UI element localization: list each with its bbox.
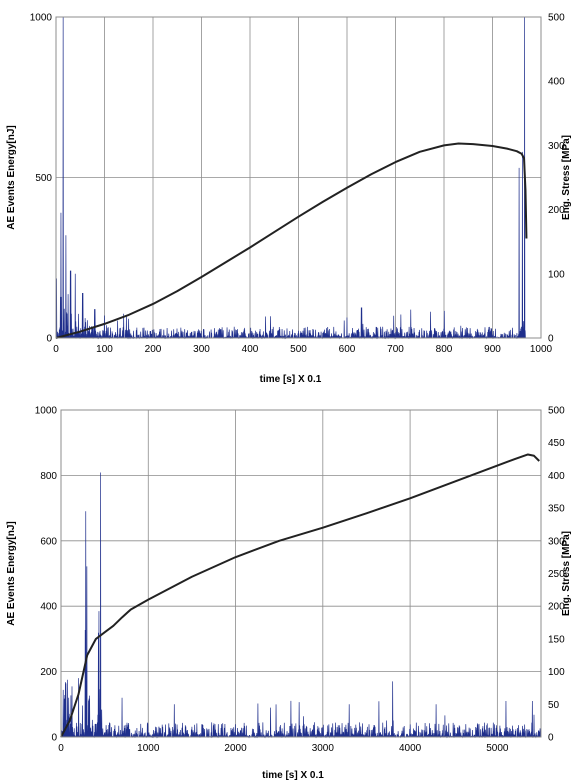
y-tick-label-right: 500: [548, 13, 565, 24]
plot-frame: [60, 409, 542, 738]
x-tick-label: 300: [193, 344, 210, 355]
x-tick-label: 500: [290, 344, 307, 355]
y-tick-label-right: 0: [548, 334, 554, 345]
y-tick-label-right: 50: [548, 700, 560, 711]
x-tick-label: 1000: [530, 344, 553, 355]
x-axis-label: time [s] X 0.1: [262, 770, 324, 781]
tick-labels: 0 1000 2000 3000 4000 5000 0 200 400 600 800 1000 0 5…: [35, 406, 565, 755]
y-tick-label-right: 200: [548, 205, 565, 216]
x-tick-label: 600: [339, 344, 356, 355]
y-tick-label-left: 500: [35, 173, 52, 184]
x-tick-label: 0: [58, 743, 64, 754]
x-tick-label: 2000: [224, 743, 247, 754]
x-tick-label: 200: [145, 344, 162, 355]
x-tick-label: 0: [53, 344, 59, 355]
y-tick-label-left: 1000: [35, 406, 58, 417]
x-tick-label: 700: [387, 344, 404, 355]
x-tick-label: 100: [96, 344, 113, 355]
x-tick-label: 4000: [399, 743, 422, 754]
y-tick-label-left: 1000: [30, 13, 53, 24]
tick-labels: 0 100 200 300 400 500 600 700 800 900 100005001000…: [30, 13, 565, 356]
stress-curve: [55, 142, 528, 339]
y-tick-label-left: 400: [40, 602, 57, 613]
series-layer: [60, 453, 541, 739]
stress-curve: [60, 453, 540, 738]
grid-lines: [55, 16, 542, 339]
y-tick-label-right: 100: [548, 269, 565, 280]
y-tick-label-right: 300: [548, 536, 565, 547]
y-axis-label-left: AE Events Energy[nJ]: [6, 125, 17, 229]
x-tick-label: 400: [242, 344, 259, 355]
y-tick-label-right: 350: [548, 504, 565, 515]
y-axis-label-right: Eng. Stress [MPa]: [561, 531, 572, 616]
y-tick-label-left: 0: [46, 334, 52, 345]
x-axis-label: time [s] X 0.1: [260, 374, 322, 385]
y-tick-label-left: 200: [40, 667, 57, 678]
x-tick-label: 800: [436, 344, 453, 355]
ae-energy-series: [60, 472, 541, 739]
y-tick-label-right: 250: [548, 569, 565, 580]
y-tick-label-right: 450: [548, 438, 565, 449]
chart-top: 0 100 200 300 400 500 600 700 800 900 100005001000…: [6, 13, 572, 386]
y-tick-label-left: 800: [40, 471, 57, 482]
plot-frame: [55, 16, 542, 339]
y-tick-label-right: 300: [548, 141, 565, 152]
y-tick-label-left: 600: [40, 536, 57, 547]
y-tick-label-left: 0: [51, 733, 57, 744]
y-tick-label-right: 400: [548, 471, 565, 482]
chart-bottom: 0 1000 2000 3000 4000 5000 0 200 400 600 800 1000 0 5…: [6, 406, 572, 782]
x-tick-label: 5000: [486, 743, 509, 754]
y-tick-label-right: 400: [548, 77, 565, 88]
y-tick-label-right: 150: [548, 634, 565, 645]
y-tick-label-right: 500: [548, 406, 565, 417]
x-tick-label: 900: [484, 344, 501, 355]
y-axis-label-right: Eng. Stress [MPa]: [561, 135, 572, 220]
y-tick-label-right: 0: [548, 733, 554, 744]
y-tick-label-right: 200: [548, 602, 565, 613]
y-tick-label-right: 100: [548, 667, 565, 678]
y-axis-label-left: AE Events Energy[nJ]: [6, 521, 17, 625]
grid-lines: [60, 409, 542, 738]
x-tick-label: 1000: [137, 743, 160, 754]
x-tick-label: 3000: [312, 743, 335, 754]
